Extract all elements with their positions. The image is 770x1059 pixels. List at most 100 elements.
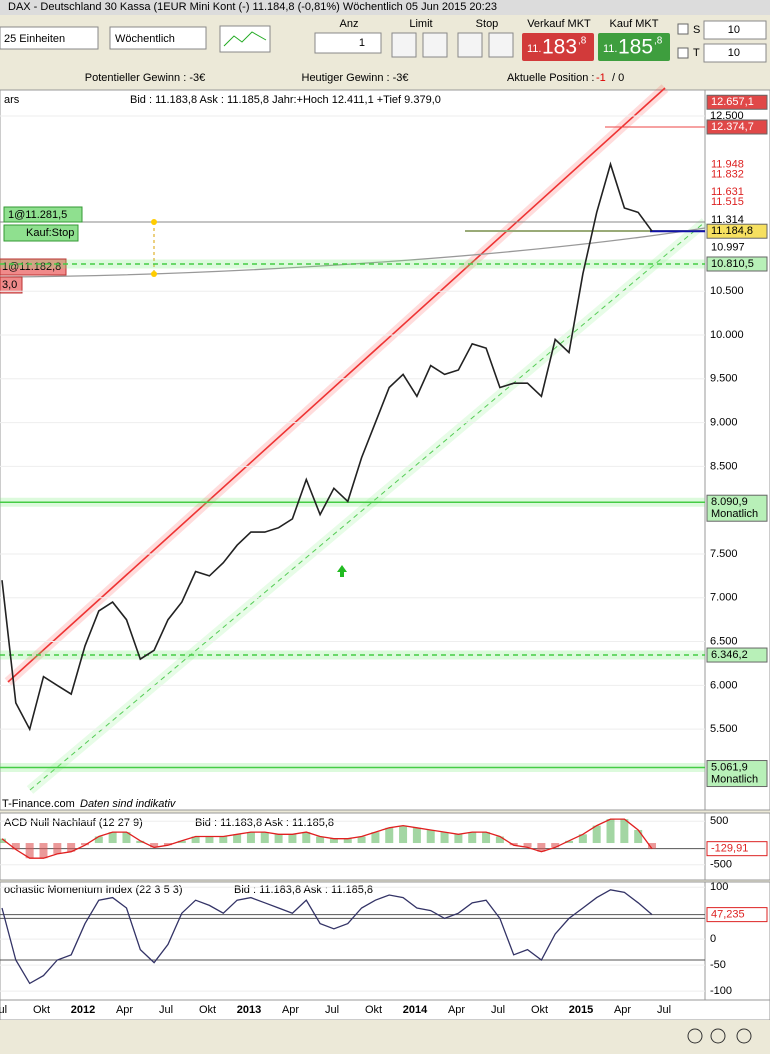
current-label: 47,235 <box>711 909 745 921</box>
level-box <box>706 760 768 788</box>
units-select[interactable] <box>0 26 99 50</box>
zoom-button[interactable] <box>687 1028 703 1044</box>
x-tick-label: 2012 <box>71 1004 95 1016</box>
x-tick-label: Okt <box>365 1004 382 1016</box>
level-label: 10.997 <box>711 242 745 254</box>
y-tick-label: -50 <box>710 959 726 971</box>
stop-buy[interactable] <box>457 32 483 58</box>
stop-sell[interactable] <box>488 32 514 58</box>
smi-quote: Bid : 11.183,8 Ask : 11.185,8 <box>234 884 373 896</box>
current-box <box>706 907 768 923</box>
handle[interactable] <box>151 219 157 225</box>
bottom-toolbar <box>0 1020 770 1054</box>
level-box <box>706 223 768 239</box>
sell-suffix: ,8 <box>578 36 587 47</box>
histogram-bar <box>205 836 214 844</box>
position-rest: / 0 <box>612 72 624 84</box>
y-tick-label: 6.500 <box>710 635 738 647</box>
order-box[interactable] <box>0 258 67 276</box>
histogram-bar <box>80 843 89 846</box>
y-tick-label: 5.500 <box>710 723 738 735</box>
label: Anz <box>340 18 359 30</box>
y-tick-label: 0 <box>710 933 716 945</box>
main-panel <box>0 89 706 811</box>
x-tick-label: Okt <box>531 1004 548 1016</box>
y-tick-label: 100 <box>710 881 728 893</box>
s-checkbox[interactable] <box>677 23 689 35</box>
limit-buy[interactable] <box>391 32 417 58</box>
zoom-out[interactable] <box>710 1028 726 1044</box>
x-tick-label: Jul <box>325 1004 339 1016</box>
histogram-bar <box>343 838 352 844</box>
level-box <box>706 256 768 272</box>
histogram-bar <box>316 836 325 844</box>
histogram-bar <box>412 827 421 844</box>
s-input[interactable] <box>703 20 767 40</box>
s-value: 10 <box>728 24 740 36</box>
histogram-bar <box>648 843 657 849</box>
histogram-bar <box>482 832 491 844</box>
s-label: S <box>693 24 700 36</box>
histogram-bar <box>25 843 34 859</box>
level-box <box>706 94 768 110</box>
histogram-bar <box>578 834 587 844</box>
order: Kauf:Stop <box>26 227 74 239</box>
histogram-bar <box>0 838 6 844</box>
x-tick-label: Apr <box>448 1004 465 1016</box>
today-gain: Heutiger Gewinn : -3€ <box>302 72 409 84</box>
t-checkbox[interactable] <box>677 47 689 59</box>
handle[interactable] <box>151 271 157 277</box>
x-tick-label: Apr <box>614 1004 631 1016</box>
moving-average <box>0 227 706 278</box>
series-line <box>1 889 653 985</box>
y-tick-label: 10.000 <box>710 329 744 341</box>
histogram-bar <box>163 843 172 846</box>
current-label: -129,91 <box>711 843 748 855</box>
histogram-bar <box>357 836 366 844</box>
x-tick-label: Jul <box>0 1004 7 1016</box>
buy-prefix: 11. <box>603 43 617 55</box>
macd-title: ACD Null Nachlauf (12 27 9) <box>4 817 143 829</box>
watermark: T-Finance.com <box>2 798 75 810</box>
histogram-bar <box>565 840 574 844</box>
qty-input[interactable] <box>314 32 382 54</box>
level-label: 11.184,8 <box>711 225 753 237</box>
histogram-bar <box>219 836 228 844</box>
buy-main: 185 <box>618 36 653 59</box>
potential-gain: Potentieller Gewinn : -3€ <box>85 72 205 84</box>
limit-sell[interactable] <box>422 32 448 58</box>
chart-header: ars <box>4 94 20 106</box>
y-tick-label: 10.500 <box>710 285 744 297</box>
histogram-bar <box>246 832 255 844</box>
y-tick-label: 8.500 <box>710 460 738 472</box>
histogram-bar <box>440 832 449 844</box>
order-box[interactable] <box>3 224 79 242</box>
histogram-bar <box>592 825 601 844</box>
x-tick-label: Jul <box>491 1004 505 1016</box>
label: Kauf MKT <box>610 18 659 30</box>
order: 1@11.281,5 <box>8 209 67 221</box>
x-tick-label: Apr <box>282 1004 299 1016</box>
histogram-bar <box>39 843 48 859</box>
t-input[interactable] <box>703 43 767 63</box>
order-box[interactable] <box>3 206 83 223</box>
y-tick-label: 7.500 <box>710 548 738 560</box>
signal-arrow <box>337 565 347 577</box>
histogram-bar <box>399 825 408 844</box>
histogram-bar <box>288 834 297 844</box>
label: Stop <box>476 18 499 30</box>
level-label: 12.374,7 <box>711 121 754 133</box>
buy-button[interactable] <box>598 33 670 61</box>
order-box[interactable] <box>0 276 23 294</box>
price-axis <box>704 89 770 811</box>
x-tick-label: Jul <box>159 1004 173 1016</box>
icon <box>223 31 267 47</box>
sell-button[interactable] <box>522 33 594 61</box>
period: Wöchentlich <box>115 33 175 45</box>
histogram-bar <box>634 829 643 844</box>
period-select[interactable] <box>109 26 207 50</box>
level-label: 11.314 <box>711 214 744 226</box>
zoom-in[interactable] <box>736 1028 752 1044</box>
x-tick-label: Okt <box>199 1004 216 1016</box>
